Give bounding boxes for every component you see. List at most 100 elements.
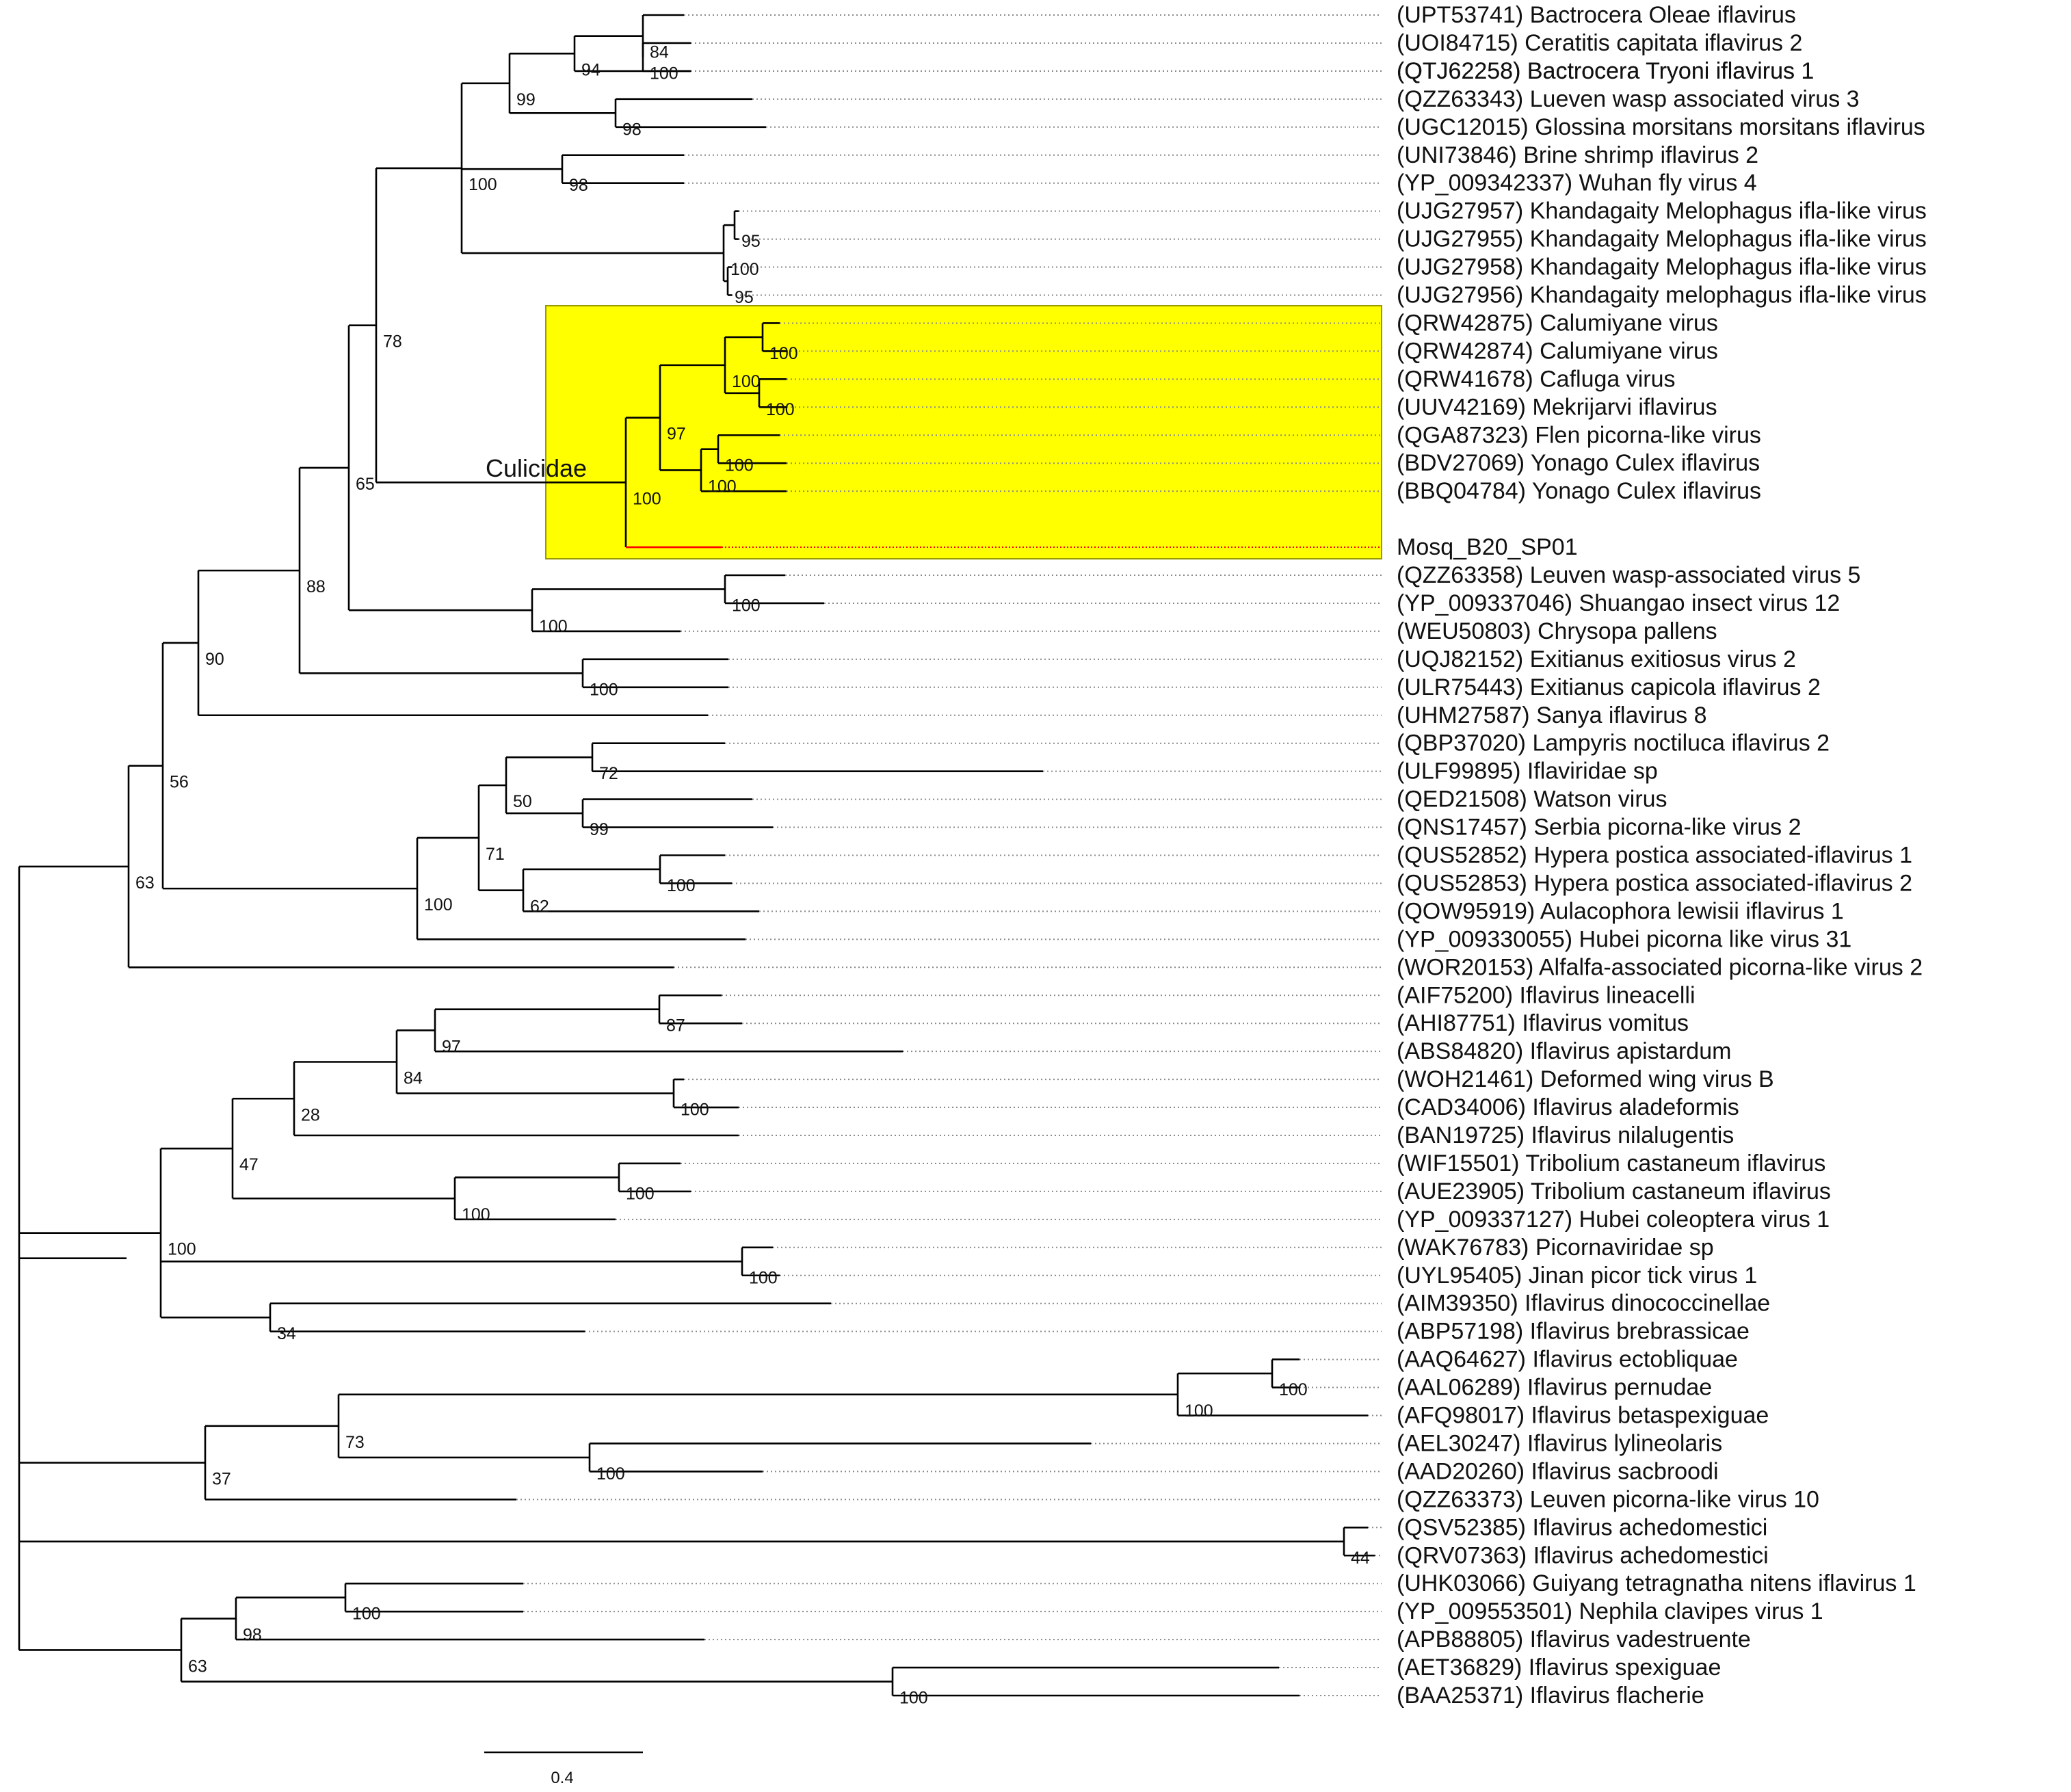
taxon-label: (UGC12015) Glossina morsitans morsitans …	[1397, 114, 1925, 140]
taxon-label: (WAK76783) Picornaviridae sp	[1397, 1235, 1714, 1261]
taxon-label: (UJG27958) Khandagaity Melophagus ifla-l…	[1397, 254, 1927, 280]
taxon-label: (UHK03066) Guiyang tetragnatha nitens if…	[1397, 1570, 1916, 1596]
bootstrap-value: 84	[404, 1069, 423, 1088]
bootstrap-value: 97	[667, 425, 686, 444]
bootstrap-value: 100	[899, 1689, 928, 1708]
taxon-label: (CAD34006) Iflavirus aladeformis	[1397, 1094, 1739, 1120]
bootstrap-value: 100	[650, 64, 678, 83]
taxon-label: (AET36829) Iflavirus spexiguae	[1397, 1655, 1721, 1681]
taxon-label: (UYL95405) Jinan picor tick virus 1	[1397, 1263, 1757, 1289]
query-sequence-label: Mosq_B20_SP01	[1397, 534, 1578, 560]
taxon-label: (BDV27069) Yonago Culex iflavirus	[1397, 450, 1760, 476]
tree-branches	[18, 14, 1375, 1697]
bootstrap-value: 97	[442, 1037, 461, 1056]
taxon-label: (QRV07363) Iflavirus achedomestici	[1397, 1542, 1769, 1568]
taxon-label: (APB88805) Iflavirus vadestruente	[1397, 1626, 1751, 1652]
taxon-label: (YP_009337127) Hubei coleoptera virus 1	[1397, 1207, 1830, 1233]
bootstrap-value: 73	[345, 1433, 365, 1452]
taxon-label: (QUS52853) Hypera postica associated-ifl…	[1397, 870, 1912, 896]
bootstrap-value: 100	[732, 372, 761, 391]
bootstrap-value: 72	[599, 764, 618, 783]
taxon-label: (BAN19725) Iflavirus nilalugentis	[1397, 1122, 1734, 1148]
taxon-label: (QBP37020) Lampyris noctiluca iflavirus …	[1397, 730, 1830, 756]
bootstrap-value: 87	[666, 1016, 685, 1036]
bootstrap-value: 100	[539, 617, 568, 636]
culicidae-clade-label: Culicidae	[486, 454, 587, 482]
taxon-label: (YP_009553501) Nephila clavipes virus 1	[1397, 1598, 1823, 1624]
bootstrap-value: 100	[469, 175, 497, 194]
bootstrap-value: 100	[462, 1205, 490, 1224]
bootstrap-value: 100	[1185, 1401, 1213, 1421]
taxon-label: (WIF15501) Tribolium castaneum iflavirus	[1397, 1150, 1825, 1176]
taxon-label: (QRW42874) Calumiyane virus	[1397, 338, 1718, 364]
bootstrap-value: 100	[725, 456, 754, 475]
bootstrap-value: 71	[486, 845, 505, 864]
bootstrap-value: 100	[708, 477, 737, 496]
culicidae-highlight-box	[545, 305, 1382, 559]
bootstrap-value: 100	[769, 344, 798, 363]
bootstrap-value: 100	[352, 1605, 381, 1624]
taxon-label: (UJG27955) Khandagaity Melophagus ifla-l…	[1397, 226, 1927, 252]
taxon-label: (AIF75200) Iflavirus lineacelli	[1397, 982, 1696, 1008]
taxon-label: (QTJ62258) Bactrocera Tryoni iflavirus 1	[1397, 58, 1814, 84]
bootstrap-value: 100	[590, 680, 618, 699]
taxon-label: (BBQ04784) Yonago Culex iflavirus	[1397, 478, 1761, 504]
bootstrap-value: 99	[590, 820, 609, 839]
taxon-label: (AIM39350) Iflavirus dinococcinellae	[1397, 1291, 1770, 1317]
taxon-label: (QGA87323) Flen picorna-like virus	[1397, 422, 1761, 448]
bootstrap-value: 37	[212, 1470, 231, 1489]
taxon-label: (QZZ63358) Leuven wasp-associated virus …	[1397, 562, 1860, 588]
taxon-label: (WEU50803) Chrysopa pallens	[1397, 618, 1717, 644]
taxon-label: (WOR20153) Alfalfa-associated picorna-li…	[1397, 954, 1923, 980]
taxon-label: (QRW42875) Calumiyane virus	[1397, 310, 1718, 336]
taxon-label: (AUE23905) Tribolium castaneum iflavirus	[1397, 1178, 1831, 1204]
bootstrap-labels: 63 56 90 88 65 78 100 99 94 84 100 98 98 100 95 95 100 97…	[135, 43, 1370, 1708]
taxon-label: (UNI73846) Brine shrimp iflavirus 2	[1397, 142, 1758, 168]
taxon-label: (QUS52852) Hypera postica associated-ifl…	[1397, 843, 1912, 869]
taxon-label: (QOW95919) Aulacophora lewisii iflavirus…	[1397, 898, 1844, 924]
bootstrap-value: 100	[681, 1101, 709, 1120]
taxon-label: (QED21508) Watson virus	[1397, 787, 1667, 813]
bootstrap-value: 88	[306, 577, 326, 596]
bootstrap-value: 56	[170, 773, 189, 792]
bootstrap-value: 100	[730, 260, 759, 279]
taxon-label: (AHI87751) Iflavirus vomitus	[1397, 1010, 1689, 1036]
taxon-label: (UUV42169) Mekrijarvi iflavirus	[1397, 394, 1717, 420]
taxon-label: (ULR75443) Exitianus capicola iflavirus …	[1397, 674, 1821, 700]
taxon-label: (UOI84715) Ceratitis capitata iflavirus …	[1397, 30, 1802, 56]
bootstrap-value: 63	[135, 873, 155, 893]
taxon-label: (YP_009330055) Hubei picorna like virus …	[1397, 926, 1851, 952]
taxon-label: (QSV52385) Iflavirus achedomestici	[1397, 1514, 1767, 1540]
bootstrap-value: 28	[301, 1105, 320, 1124]
bootstrap-value: 98	[569, 176, 588, 195]
bootstrap-value: 90	[205, 650, 224, 669]
bootstrap-value: 65	[356, 475, 375, 494]
bootstrap-value: 100	[667, 876, 696, 895]
taxon-label: (YP_009342337) Wuhan fly virus 4	[1397, 170, 1757, 196]
tip-guide-lines	[516, 14, 1382, 1696]
bootstrap-value: 95	[735, 288, 754, 307]
taxon-label: (AAD20260) Iflavirus sacbroodi	[1397, 1458, 1719, 1484]
taxon-label: (UHM27587) Sanya iflavirus 8	[1397, 702, 1707, 728]
taxon-label: (YP_009337046) Shuangao insect virus 12	[1397, 590, 1840, 616]
bootstrap-value: 47	[239, 1155, 259, 1174]
bootstrap-value: 62	[530, 897, 549, 917]
taxon-label: (UJG27957) Khandagaity Melophagus ifla-l…	[1397, 198, 1927, 224]
taxon-label: (QZZ63343) Lueven wasp associated virus …	[1397, 86, 1860, 112]
taxon-label: (BAA25371) Iflavirus flacherie	[1397, 1683, 1704, 1709]
bootstrap-value: 50	[513, 792, 532, 811]
taxon-label: (AFQ98017) Iflavirus betaspexiguae	[1397, 1403, 1769, 1429]
taxon-label: (QRW41678) Cafluga virus	[1397, 366, 1676, 392]
tip-labels: (UPT53741) Bactrocera Oleae iflavirus(UO…	[1397, 2, 1927, 1709]
taxon-label: (WOH21461) Deformed wing virus B	[1397, 1066, 1774, 1092]
bootstrap-value: 44	[1351, 1549, 1370, 1568]
taxon-label: (ABP57198) Iflavirus brebrassicae	[1397, 1319, 1750, 1345]
bootstrap-value: 100	[633, 489, 661, 508]
taxon-label: (QNS17457) Serbia picorna-like virus 2	[1397, 815, 1801, 841]
taxon-label: (QZZ63373) Leuven picorna-like virus 10	[1397, 1486, 1819, 1512]
bootstrap-value: 100	[749, 1268, 778, 1287]
bootstrap-value: 95	[741, 232, 761, 251]
bootstrap-value: 100	[596, 1464, 625, 1484]
bootstrap-value: 99	[516, 90, 536, 109]
